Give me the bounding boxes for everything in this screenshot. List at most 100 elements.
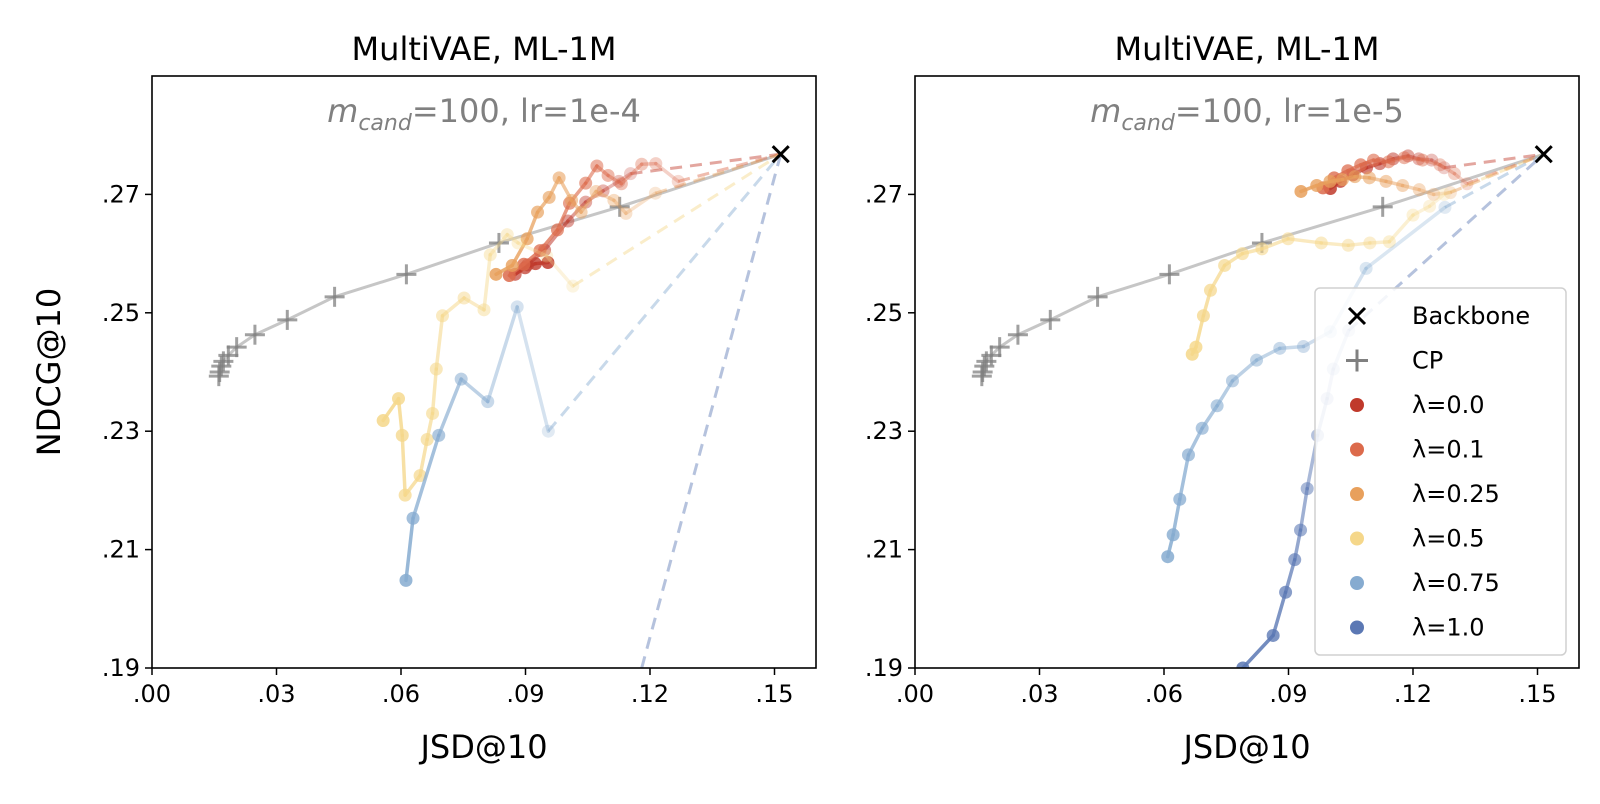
panel-title: MultiVAE, ML-1M — [352, 30, 617, 68]
x-tick-label: .09 — [506, 680, 544, 708]
series-segment — [1402, 155, 1425, 162]
dashed-link-lambda-1-0 — [640, 153, 783, 668]
dashed-link-lambda-0-25 — [1449, 152, 1545, 195]
legend-label: CP — [1412, 347, 1443, 375]
x-tick-label: .12 — [631, 680, 669, 708]
x-tick-label: .00 — [133, 680, 171, 708]
left-panel: MultiVAE, ML-1M mcand=100, lr=1e-4 .00 .03.… — [30, 30, 817, 766]
series-segment — [639, 161, 658, 166]
legend-entry-lambda-0-1: λ=0.1 — [1350, 436, 1484, 464]
data-point — [1443, 186, 1457, 200]
data-point — [1397, 151, 1411, 165]
data-point — [612, 174, 626, 188]
data-point — [483, 248, 497, 262]
data-point — [505, 258, 519, 272]
data-point — [1438, 200, 1452, 214]
series-lambda-0-5 — [376, 228, 580, 502]
data-point — [540, 249, 554, 263]
cp-line — [217, 152, 782, 377]
data-point — [566, 279, 580, 293]
data-point — [1427, 187, 1441, 201]
legend-marker — [1347, 306, 1367, 326]
data-point — [489, 267, 503, 281]
series-segment — [482, 253, 492, 312]
data-point — [432, 428, 446, 442]
data-point — [1460, 177, 1474, 191]
legend-label: λ=0.0 — [1412, 391, 1484, 419]
data-point — [1382, 155, 1396, 169]
annotation-text: =100, lr=1e-4 — [412, 92, 641, 130]
cp-point — [1040, 309, 1061, 330]
data-point — [542, 190, 556, 204]
data-point — [436, 309, 449, 323]
data-point — [614, 177, 628, 191]
data-point — [1235, 247, 1249, 261]
series-lambda-0-5 — [1185, 187, 1451, 361]
legend: Backbone CP λ=0.0 λ=0.1 λ=0.25 λ=0.5 λ=0.75 λ=1… — [1314, 287, 1567, 656]
cp-point — [211, 356, 232, 377]
data-point — [1359, 261, 1373, 275]
data-point — [1425, 153, 1439, 167]
annotation-symbol: m — [327, 92, 358, 130]
data-point — [477, 303, 491, 317]
data-point — [517, 257, 531, 271]
y-axis-label: NDCG@10 — [30, 288, 68, 456]
data-point — [413, 469, 427, 483]
data-point — [1341, 238, 1355, 252]
data-point — [1266, 628, 1280, 642]
dashed-link-lambda-0-1 — [1466, 152, 1545, 186]
legend-marker — [1350, 442, 1364, 457]
series-segment — [404, 516, 415, 583]
data-point — [1362, 171, 1376, 185]
series-segment — [594, 189, 616, 203]
data-point — [1196, 309, 1210, 323]
legend-entry-cp: CP — [1346, 347, 1443, 375]
legend-marker — [1350, 620, 1364, 635]
data-point — [1173, 492, 1187, 506]
legend-label: λ=0.25 — [1412, 480, 1500, 508]
y-tick-label: .23 — [102, 417, 140, 445]
y-tick-label: .25 — [865, 299, 903, 327]
series-segment — [1438, 163, 1457, 176]
data-point — [457, 291, 471, 305]
legend-entry-lambda-0-75: λ=0.75 — [1350, 569, 1500, 597]
dashed-link-lambda-0-5 — [572, 152, 782, 288]
data-point — [1181, 448, 1195, 462]
data-point — [395, 428, 409, 442]
series-segment — [1346, 241, 1372, 248]
series-segment — [624, 191, 658, 216]
backbone-marker — [1534, 145, 1553, 164]
data-point — [601, 168, 615, 182]
data-point — [1314, 236, 1328, 250]
data-point — [1416, 153, 1430, 167]
data-point — [1412, 152, 1426, 166]
series-segment — [1406, 154, 1421, 161]
series-segment — [430, 367, 439, 416]
data-point — [574, 205, 588, 219]
data-point — [1218, 258, 1232, 272]
series-segment — [1241, 633, 1275, 668]
series-segment — [579, 189, 598, 214]
data-point — [502, 269, 516, 283]
y-tick-label: .27 — [865, 180, 903, 208]
cp-point — [1007, 324, 1028, 345]
data-point — [590, 159, 604, 173]
plot-frame — [151, 75, 817, 669]
data-point — [552, 171, 566, 185]
data-point — [619, 206, 633, 220]
data-point — [648, 186, 662, 200]
series-segment — [485, 305, 519, 404]
data-point — [1189, 340, 1203, 354]
y-tick-label: .27 — [102, 180, 140, 208]
legend-label: λ=0.75 — [1412, 569, 1500, 597]
panel-annotation: mcand=100, lr=1e-4 — [327, 92, 641, 136]
series-segment — [1298, 486, 1309, 532]
data-point — [1273, 341, 1287, 355]
x-tick-label: .03 — [1020, 680, 1058, 708]
series-segment — [654, 161, 680, 184]
data-point — [510, 300, 524, 314]
data-point — [649, 157, 663, 171]
data-point — [1348, 170, 1362, 184]
x-tick-label: .06 — [382, 680, 420, 708]
data-point — [1210, 399, 1224, 413]
